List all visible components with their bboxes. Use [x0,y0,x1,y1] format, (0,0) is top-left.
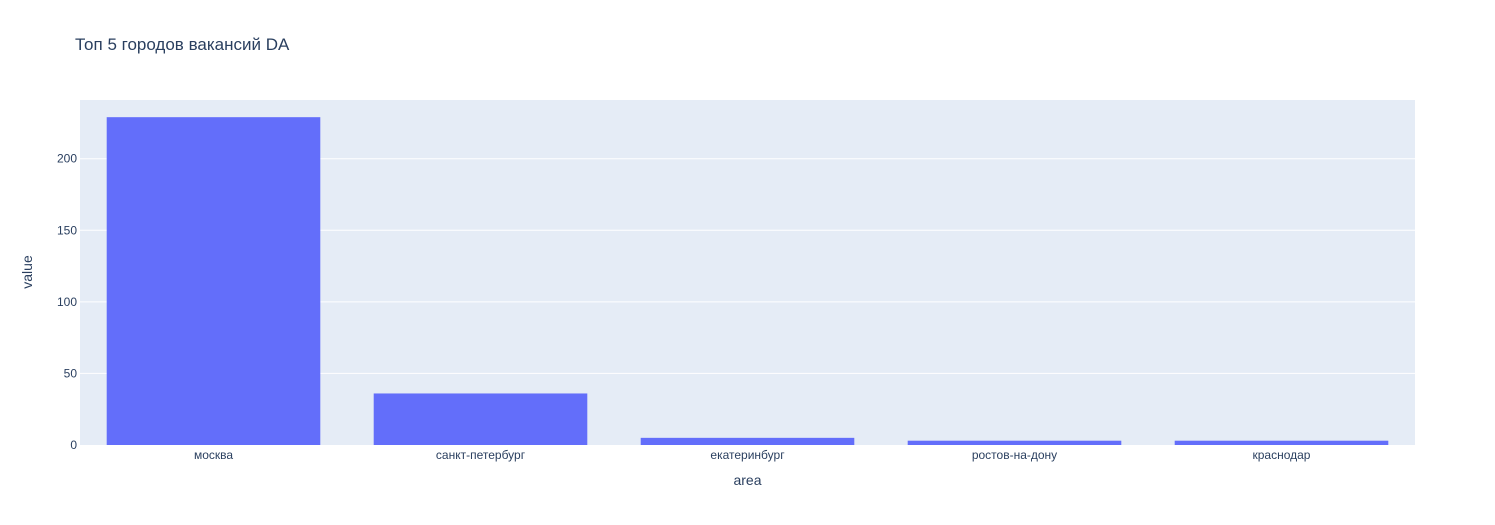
x-axis-title: area [733,472,761,488]
bar[interactable] [907,440,1122,445]
bar[interactable] [373,393,588,445]
x-tick-label: екатеринбург [710,448,785,462]
y-tick-labels: 0 50 100 150 200 [57,152,77,452]
x-tick-label: ростов-на-дону [972,448,1057,462]
x-tick-label: санкт-петербург [436,448,526,462]
y-tick-label: 150 [57,223,77,237]
y-tick-label: 50 [64,366,78,380]
y-tick-label: 0 [70,438,77,452]
y-tick-label: 100 [57,295,77,309]
bar[interactable] [106,117,321,446]
x-tick-label: краснодар [1253,448,1311,462]
x-tick-labels: москва санкт-петербург екатеринбург ростов-… [194,448,1311,462]
bars [106,117,1389,446]
x-tick-label: москва [194,448,233,462]
bar[interactable] [1174,440,1389,445]
chart-title: Топ 5 городов вакансий DA [75,35,290,54]
y-axis-title: value [19,255,35,289]
bar[interactable] [640,437,855,445]
y-tick-label: 200 [57,152,77,166]
